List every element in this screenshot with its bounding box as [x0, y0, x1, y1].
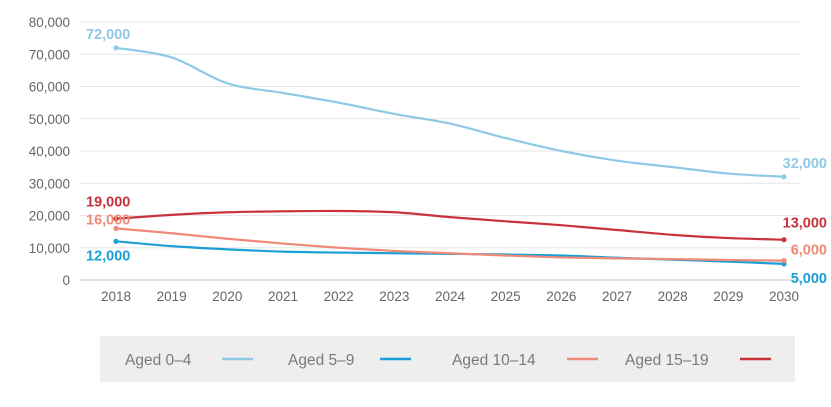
x-tick-label: 2026 — [546, 289, 576, 304]
legend-label: Aged 0–4 — [125, 352, 192, 369]
series-endpoint — [781, 237, 787, 243]
legend-label: Aged 15–19 — [625, 352, 709, 369]
series-endpoint — [781, 174, 787, 180]
data-label-start: 19,000 — [86, 195, 130, 211]
legend-label: Aged 5–9 — [288, 352, 354, 369]
y-tick-label: 60,000 — [29, 80, 70, 95]
x-tick-label: 2030 — [769, 289, 799, 304]
x-tick-label: 2020 — [212, 289, 242, 304]
series-lines — [113, 45, 787, 267]
series-line — [114, 46, 786, 178]
data-label-end: 6,000 — [791, 243, 827, 259]
data-label-end: 32,000 — [783, 156, 827, 172]
y-tick-label: 50,000 — [29, 112, 70, 127]
y-tick-label: 40,000 — [29, 144, 70, 159]
series-endpoint — [113, 238, 119, 244]
series-line — [114, 209, 786, 241]
x-tick-label: 2025 — [491, 289, 521, 304]
data-label-start: 12,000 — [86, 248, 130, 264]
series-line — [114, 227, 786, 262]
x-tick-label: 2018 — [101, 289, 131, 304]
x-tick-label: 2028 — [658, 289, 688, 304]
series-endpoint — [113, 216, 119, 222]
y-axis: 0 10,000 20,000 30,000 40,000 50,000 60,000 70,… — [29, 15, 70, 288]
x-tick-label: 2019 — [157, 289, 187, 304]
data-label-start: 16,000 — [86, 212, 130, 228]
data-label-end: 5,000 — [791, 271, 827, 287]
y-tick-label: 30,000 — [29, 176, 70, 191]
legend-background — [100, 336, 795, 382]
x-tick-label: 2027 — [602, 289, 632, 304]
x-axis: 2018 2019 2020 2021 2022 2023 2024 2025 2026 2027… — [101, 289, 799, 304]
x-tick-label: 2029 — [713, 289, 743, 304]
y-tick-label: 0 — [62, 273, 70, 288]
series-endpoint — [113, 225, 119, 231]
legend: Aged 0–4 Aged 5–9 Aged 10–14 Aged 15–19 — [100, 336, 795, 382]
x-tick-label: 2022 — [324, 289, 354, 304]
series-endpoint — [781, 258, 787, 264]
y-tick-label: 80,000 — [29, 15, 70, 30]
x-tick-label: 2023 — [379, 289, 409, 304]
y-tick-label: 20,000 — [29, 209, 70, 224]
series-endpoint — [113, 45, 119, 51]
legend-label: Aged 10–14 — [452, 352, 536, 369]
x-tick-label: 2021 — [268, 289, 298, 304]
data-labels: 72,000 32,000 12,000 5,000 16,000 6,000 19,000… — [86, 27, 827, 287]
y-tick-label: 70,000 — [29, 47, 70, 62]
data-label-start: 72,000 — [86, 27, 130, 43]
y-tick-label: 10,000 — [29, 241, 70, 256]
grid-lines — [80, 21, 800, 281]
x-tick-label: 2024 — [435, 289, 466, 304]
data-label-end: 13,000 — [783, 216, 827, 232]
